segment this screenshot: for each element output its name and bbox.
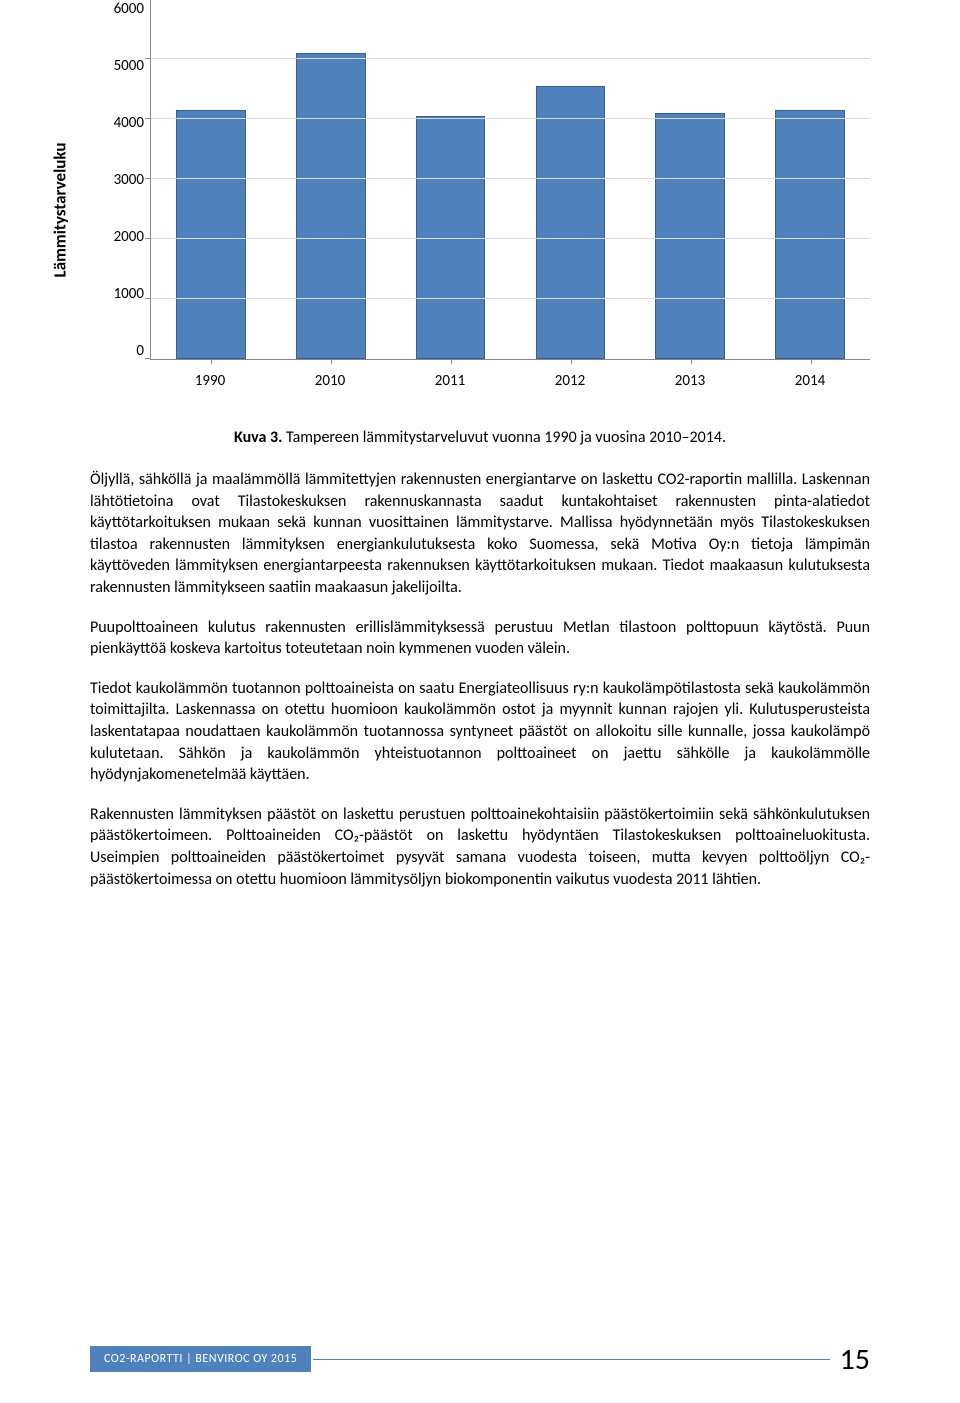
plot-area <box>150 0 870 360</box>
gridline <box>151 118 870 119</box>
ytick-mark <box>145 118 151 119</box>
xtick-mark <box>571 359 572 364</box>
x-axis-label: 2013 <box>675 372 705 390</box>
figure-caption: Kuva 3. Tampereen lämmitystarveluvut vuo… <box>90 428 870 447</box>
page: Lämmitystarveluku 6000 5000 4000 3000 20… <box>0 0 960 1403</box>
footer-label: CO2-RAPORTTI | BENVIROC OY 2015 <box>90 1346 311 1372</box>
ytick-mark <box>145 178 151 179</box>
xtick-mark <box>331 359 332 364</box>
bar-chart: Lämmitystarveluku 6000 5000 4000 3000 20… <box>90 0 870 420</box>
ytick-mark <box>145 238 151 239</box>
ytick: 5000 <box>114 57 144 75</box>
caption-prefix: Kuva 3. <box>234 428 282 447</box>
paragraph: Tiedot kaukolämmön tuotannon polttoainei… <box>90 678 870 786</box>
xtick-mark <box>691 359 692 364</box>
bar <box>536 86 606 359</box>
bar <box>775 110 845 359</box>
xtick-mark <box>211 359 212 364</box>
gridline <box>151 298 870 299</box>
footer-rule <box>313 1359 829 1360</box>
ytick-mark <box>145 358 151 359</box>
bars-container <box>151 0 870 359</box>
ytick: 1000 <box>114 285 144 303</box>
paragraph: Öljyllä, sähköllä ja maalämmöllä lämmite… <box>90 469 870 599</box>
xtick-mark <box>451 359 452 364</box>
caption-text: Tampereen lämmitystarveluvut vuonna 1990… <box>282 428 726 447</box>
xtick-mark <box>811 359 812 364</box>
x-axis-ticks: 1990 2010 2011 2012 2013 2014 <box>150 372 870 390</box>
bar <box>655 113 725 359</box>
ytick-mark <box>145 298 151 299</box>
gridline <box>151 58 870 59</box>
gridline <box>151 238 870 239</box>
ytick: 2000 <box>114 228 144 246</box>
ytick: 4000 <box>114 114 144 132</box>
gridline <box>151 178 870 179</box>
bar <box>296 53 366 359</box>
x-axis-label: 2014 <box>795 372 825 390</box>
page-footer: CO2-RAPORTTI | BENVIROC OY 2015 15 <box>90 1343 870 1375</box>
ytick: 3000 <box>114 171 144 189</box>
y-axis-ticks: 6000 5000 4000 3000 2000 1000 0 <box>90 0 150 360</box>
ytick: 6000 <box>114 0 144 18</box>
x-axis-label: 2012 <box>555 372 585 390</box>
x-axis-label: 2010 <box>315 372 345 390</box>
x-axis-label: 2011 <box>435 372 465 390</box>
ytick: 0 <box>136 342 144 360</box>
paragraph: Puupolttoaineen kulutus rakennusten eril… <box>90 617 870 660</box>
ytick-mark <box>145 58 151 59</box>
paragraph: Rakennusten lämmityksen päästöt on laske… <box>90 804 870 890</box>
x-axis-label: 1990 <box>195 372 225 390</box>
bar <box>176 110 246 359</box>
page-number: 15 <box>840 1341 870 1378</box>
y-axis-label: Lämmitystarveluku <box>50 143 71 278</box>
